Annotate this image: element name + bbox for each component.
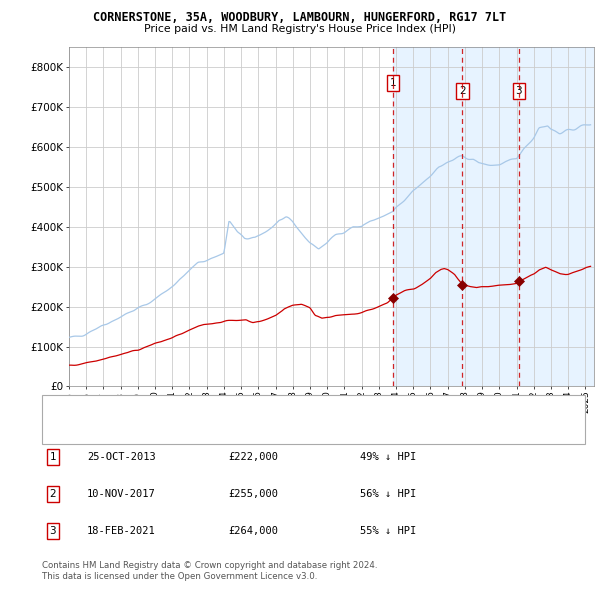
- Text: 2: 2: [459, 86, 466, 96]
- Text: 1: 1: [49, 453, 56, 462]
- Text: 3: 3: [49, 526, 56, 536]
- Text: Contains HM Land Registry data © Crown copyright and database right 2024.: Contains HM Land Registry data © Crown c…: [42, 560, 377, 569]
- Text: 2: 2: [49, 489, 56, 499]
- Text: 25-OCT-2013: 25-OCT-2013: [87, 453, 156, 462]
- Text: CORNERSTONE, 35A, WOODBURY, LAMBOURN, HUNGERFORD, RG17 7LT (detached hou…: CORNERSTONE, 35A, WOODBURY, LAMBOURN, HU…: [69, 404, 494, 414]
- Text: 3: 3: [515, 86, 522, 96]
- Text: 1: 1: [389, 78, 396, 88]
- Text: £255,000: £255,000: [228, 489, 278, 499]
- Text: 49% ↓ HPI: 49% ↓ HPI: [360, 453, 416, 462]
- Text: £222,000: £222,000: [228, 453, 278, 462]
- Text: £264,000: £264,000: [228, 526, 278, 536]
- Text: CORNERSTONE, 35A, WOODBURY, LAMBOURN, HUNGERFORD, RG17 7LT: CORNERSTONE, 35A, WOODBURY, LAMBOURN, HU…: [94, 11, 506, 24]
- Text: 56% ↓ HPI: 56% ↓ HPI: [360, 489, 416, 499]
- Text: HPI: Average price, detached house, West Berkshire: HPI: Average price, detached house, West…: [69, 427, 317, 436]
- Text: 55% ↓ HPI: 55% ↓ HPI: [360, 526, 416, 536]
- Text: Price paid vs. HM Land Registry's House Price Index (HPI): Price paid vs. HM Land Registry's House …: [144, 24, 456, 34]
- Text: This data is licensed under the Open Government Licence v3.0.: This data is licensed under the Open Gov…: [42, 572, 317, 581]
- Text: —: —: [49, 402, 63, 416]
- Text: 18-FEB-2021: 18-FEB-2021: [87, 526, 156, 536]
- Bar: [393, 47, 594, 386]
- Text: 10-NOV-2017: 10-NOV-2017: [87, 489, 156, 499]
- Text: —: —: [49, 425, 63, 438]
